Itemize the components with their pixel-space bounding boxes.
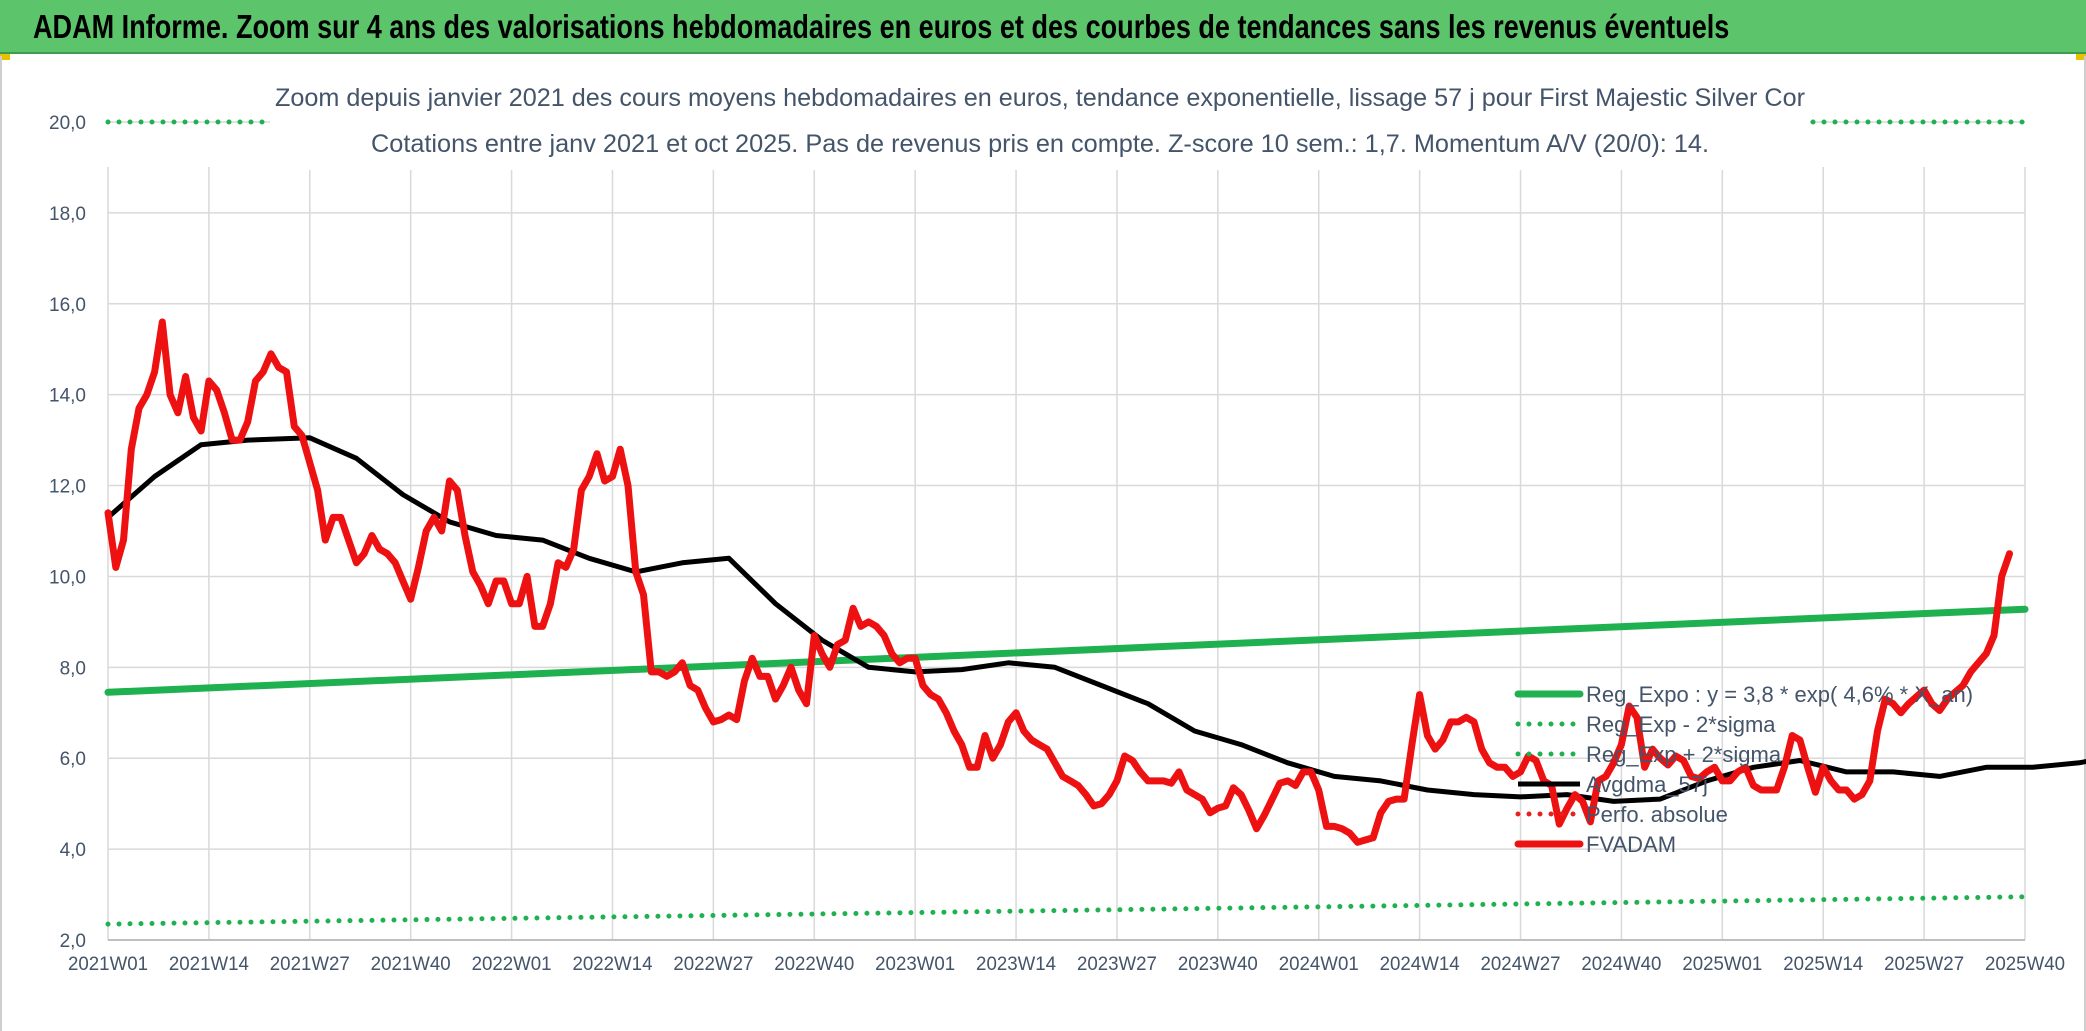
legend-entry: Reg_Exp + 2*sigma [1586,742,1782,767]
x-tick-label: 2022W27 [673,954,753,975]
y-tick-label: 12,0 [49,477,86,498]
y-tick-label: 6,0 [60,749,86,770]
y-tick-label: 10,0 [49,567,86,588]
y-tick-label: 16,0 [49,295,86,316]
series-line-fvadam [104,318,2013,846]
y-tick-label: 2,0 [60,931,86,952]
chart-title: Zoom depuis janvier 2021 des cours moyen… [275,84,1805,112]
x-tick-label: 2024W40 [1581,954,1661,975]
legend-entry: Reg_Exp - 2*sigma [1586,712,1776,737]
x-tick-label: 2025W01 [1682,954,1762,975]
corner-accent-left [0,54,10,60]
x-tick-label: 2022W40 [774,954,854,975]
x-tick-label: 2023W27 [1077,954,1157,975]
x-tick-label: 2022W01 [472,954,552,975]
x-tick-label: 2021W27 [270,954,350,975]
x-tick-label: 2024W14 [1380,954,1460,975]
chart-axes: 2,0 4,0 6,0 8,0 10,0 12,0 14,0 16,0 18,0 20,0 2021… [49,113,2065,975]
x-tick-label: 2023W40 [1178,954,1258,975]
x-tick-label: 2023W14 [976,954,1056,975]
x-tick-label: 2024W01 [1279,954,1359,975]
chart-grid [107,121,2026,941]
y-tick-label: 4,0 [60,840,86,861]
y-tick-label: 14,0 [49,386,86,407]
legend-entry: FVADAM [1586,832,1676,857]
chart-subtitle: Cotations entre janv 2021 et oct 2025. P… [371,130,1709,158]
legend-entry: Perfo. absolue [1586,802,1728,827]
x-tick-label: 2021W14 [169,954,249,975]
legend-entry: Reg_Expo : y = 3,8 * exp( 4,6% * X_an) [1586,682,1973,707]
series-line-reg-exp-2-sigma [105,894,2028,927]
legend-entry: Avgdma_57j [1586,772,1708,797]
x-tick-label: 2025W27 [1884,954,1964,975]
y-tick-label: 20,0 [49,113,86,134]
x-tick-label: 2023W01 [875,954,955,975]
chart-legend: Reg_Expo : y = 3,8 * exp( 4,6% * X_an) Re… [1514,682,1973,857]
corner-accent-right [2076,54,2086,60]
title-background [270,78,1810,170]
chart-series-front [104,318,2086,927]
report-banner: ADAM Informe. Zoom sur 4 ans des valoris… [0,0,2086,54]
x-tick-label: 2025W14 [1783,954,1863,975]
y-tick-label: 18,0 [49,204,86,225]
x-tick-label: 2022W14 [572,954,652,975]
x-tick-label: 2025W40 [1985,954,2065,975]
x-tick-label: 2021W01 [68,954,148,975]
x-tick-label: 2024W27 [1481,954,1561,975]
chart-frame [0,56,2086,1031]
x-tick-label: 2021W40 [371,954,451,975]
chart-title-box: Zoom depuis janvier 2021 des cours moyen… [270,78,1810,170]
series-line-reg-expo-y-3-8-exp-4-6-x-an [104,605,2029,696]
report-title: ADAM Informe. Zoom sur 4 ans des valoris… [33,8,1730,45]
series-line-avgdma-57j [106,435,2086,804]
y-tick-label: 8,0 [60,658,86,679]
